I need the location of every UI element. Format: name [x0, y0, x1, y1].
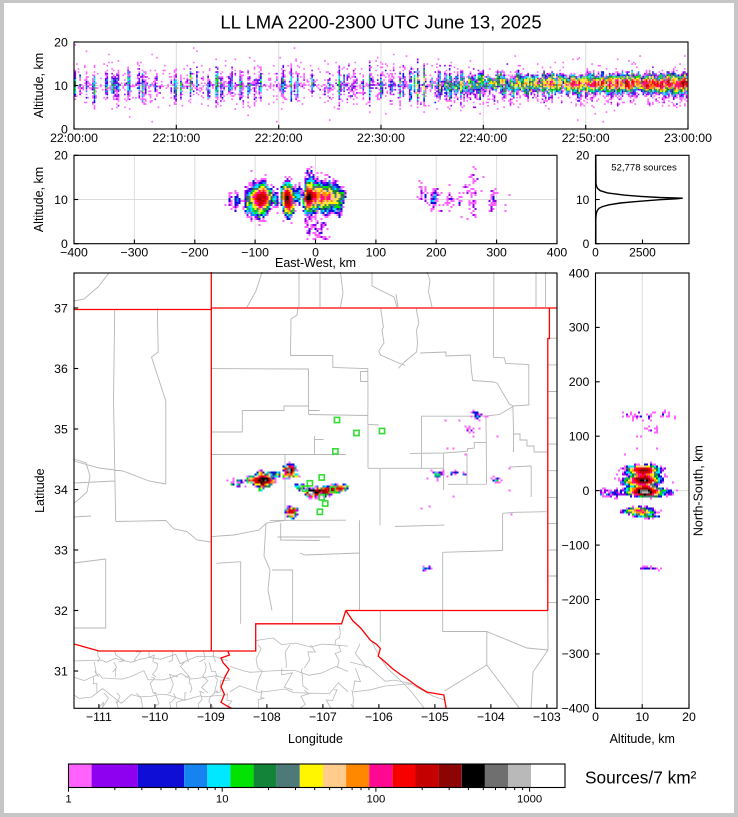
- svg-text:−200: −200: [562, 593, 590, 607]
- svg-text:Altitude, km: Altitude, km: [32, 167, 46, 232]
- svg-text:34: 34: [54, 483, 68, 497]
- svg-text:22:10:00: 22:10:00: [152, 131, 200, 145]
- svg-text:52,778 sources: 52,778 sources: [611, 163, 677, 174]
- svg-text:0: 0: [312, 246, 319, 260]
- svg-text:LL LMA 2200-2300 UTC June 13,: LL LMA 2200-2300 UTC June 13, 2025: [220, 12, 541, 33]
- svg-text:22:00:00: 22:00:00: [50, 131, 98, 145]
- svg-text:22:30:00: 22:30:00: [357, 131, 405, 145]
- svg-text:0: 0: [61, 122, 68, 136]
- svg-text:−110: −110: [142, 710, 169, 724]
- svg-text:Altitude, km: Altitude, km: [32, 53, 46, 118]
- svg-text:East-West, km: East-West, km: [275, 256, 356, 270]
- svg-text:−104: −104: [477, 710, 505, 724]
- svg-text:36: 36: [54, 362, 68, 376]
- svg-text:0: 0: [582, 484, 589, 498]
- svg-text:0: 0: [583, 237, 590, 251]
- svg-text:31: 31: [54, 664, 68, 678]
- svg-text:10: 10: [635, 710, 649, 724]
- svg-text:200: 200: [569, 375, 590, 389]
- svg-text:400: 400: [569, 266, 590, 280]
- svg-text:−107: −107: [309, 710, 337, 724]
- svg-text:North-South, km: North-South, km: [692, 445, 706, 536]
- svg-text:0: 0: [592, 710, 599, 724]
- svg-text:Altitude, km: Altitude, km: [610, 732, 675, 746]
- svg-text:20: 20: [54, 35, 68, 49]
- svg-text:Sources/7 km²: Sources/7 km²: [585, 768, 697, 788]
- svg-text:10: 10: [54, 79, 68, 93]
- svg-text:Latitude: Latitude: [33, 468, 47, 513]
- svg-text:22:20:00: 22:20:00: [255, 131, 303, 145]
- svg-text:−100: −100: [562, 538, 590, 552]
- svg-text:300: 300: [569, 321, 590, 335]
- svg-text:400: 400: [547, 246, 568, 260]
- svg-text:−400: −400: [562, 702, 590, 716]
- svg-text:−200: −200: [181, 246, 209, 260]
- svg-text:32: 32: [54, 604, 68, 618]
- svg-text:−300: −300: [121, 246, 149, 260]
- svg-text:−300: −300: [562, 647, 590, 661]
- svg-text:−103: −103: [533, 710, 561, 724]
- svg-text:33: 33: [54, 543, 68, 557]
- svg-text:20: 20: [54, 149, 68, 163]
- svg-text:−106: −106: [365, 710, 393, 724]
- svg-text:−108: −108: [253, 710, 281, 724]
- svg-text:Longitude: Longitude: [288, 732, 343, 746]
- svg-text:20: 20: [682, 710, 696, 724]
- svg-text:37: 37: [54, 301, 68, 315]
- svg-text:100: 100: [366, 794, 385, 806]
- svg-text:200: 200: [426, 246, 447, 260]
- svg-text:0: 0: [592, 246, 599, 260]
- svg-text:−100: −100: [241, 246, 269, 260]
- svg-text:100: 100: [366, 246, 387, 260]
- svg-text:1000: 1000: [517, 794, 542, 806]
- svg-text:−105: −105: [421, 710, 449, 724]
- svg-text:100: 100: [569, 430, 590, 444]
- svg-text:−111: −111: [86, 710, 112, 724]
- svg-text:23:00:00: 23:00:00: [664, 131, 712, 145]
- svg-text:−109: −109: [197, 710, 225, 724]
- svg-text:10: 10: [54, 193, 68, 207]
- svg-text:10: 10: [216, 794, 229, 806]
- svg-text:1: 1: [65, 794, 71, 806]
- svg-text:20: 20: [576, 149, 590, 163]
- svg-text:−400: −400: [60, 246, 88, 260]
- svg-text:22:50:00: 22:50:00: [562, 131, 610, 145]
- svg-text:0: 0: [61, 237, 68, 251]
- svg-text:2500: 2500: [629, 246, 656, 260]
- svg-text:300: 300: [486, 246, 507, 260]
- svg-text:10: 10: [576, 193, 590, 207]
- svg-text:22:40:00: 22:40:00: [459, 131, 507, 145]
- svg-text:35: 35: [54, 422, 68, 436]
